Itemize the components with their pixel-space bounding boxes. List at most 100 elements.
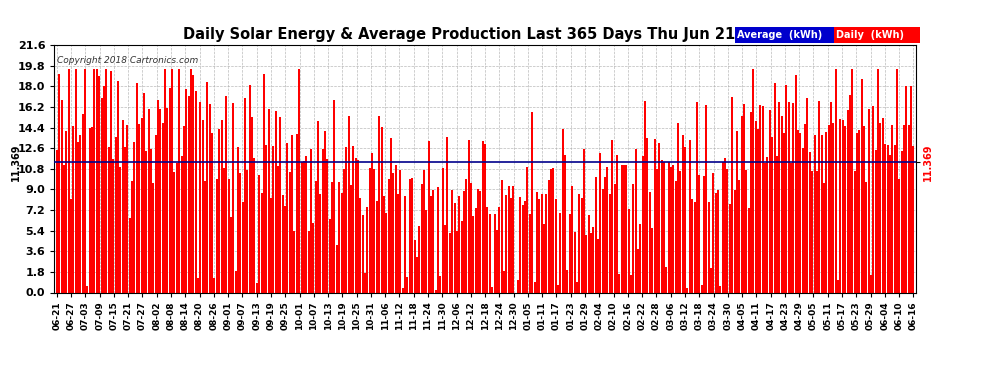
Bar (214, 278, 216, 292)
Bar (364, 273, 366, 292)
Bar (788, 102, 790, 292)
Bar (115, 137, 117, 292)
Bar (131, 181, 133, 292)
Bar (846, 110, 848, 292)
Bar (467, 140, 469, 292)
Bar (757, 129, 759, 292)
Bar (134, 142, 136, 292)
Bar (149, 149, 151, 292)
Bar (260, 193, 262, 292)
Bar (557, 285, 559, 292)
Text: Daily  (kWh): Daily (kWh) (836, 30, 904, 40)
Bar (656, 168, 658, 292)
Bar (195, 91, 197, 292)
Bar (486, 207, 488, 292)
Bar (460, 220, 462, 292)
Bar (667, 162, 669, 292)
Bar (573, 231, 575, 292)
Bar (550, 169, 552, 292)
Bar (785, 85, 787, 292)
Bar (79, 135, 81, 292)
Bar (430, 196, 432, 292)
Bar (898, 179, 900, 292)
Bar (423, 170, 425, 292)
Bar (571, 186, 573, 292)
Bar (590, 232, 592, 292)
Bar (783, 133, 785, 292)
Bar (357, 160, 359, 292)
Bar (877, 69, 879, 292)
Bar (663, 162, 665, 292)
Bar (686, 288, 688, 292)
Bar (159, 110, 161, 292)
Bar (508, 186, 510, 292)
Bar (187, 96, 190, 292)
Bar (566, 270, 568, 292)
Bar (539, 199, 541, 292)
Bar (623, 165, 625, 292)
Bar (665, 267, 667, 292)
Bar (599, 153, 601, 292)
Bar (614, 184, 616, 292)
Bar (322, 149, 324, 292)
Bar (701, 285, 703, 292)
Bar (157, 100, 159, 292)
Bar (503, 272, 505, 292)
Bar (166, 108, 168, 292)
Bar (580, 198, 582, 292)
Bar (616, 155, 618, 292)
Bar (807, 98, 809, 292)
Bar (347, 116, 349, 292)
Bar (830, 102, 832, 292)
Bar (265, 145, 267, 292)
Bar (905, 86, 908, 292)
Bar (609, 194, 611, 292)
Bar (790, 163, 792, 292)
Bar (369, 168, 371, 292)
Bar (710, 268, 712, 292)
Bar (524, 201, 526, 292)
Bar (750, 112, 752, 292)
Bar (458, 196, 460, 292)
Bar (183, 126, 185, 292)
Bar (745, 171, 747, 292)
Bar (352, 146, 354, 292)
Bar (559, 213, 561, 292)
Bar (835, 69, 837, 292)
Bar (349, 185, 352, 292)
Bar (795, 75, 797, 292)
Bar (455, 231, 457, 292)
Bar (585, 235, 587, 292)
Bar (498, 207, 500, 292)
Bar (576, 282, 578, 292)
Bar (152, 183, 154, 292)
Bar (245, 99, 247, 292)
Bar (317, 121, 319, 292)
Bar (646, 138, 648, 292)
Bar (910, 86, 912, 292)
Bar (82, 114, 84, 292)
Bar (823, 183, 825, 292)
Bar (91, 128, 93, 292)
Bar (734, 190, 736, 292)
Bar (766, 156, 768, 292)
Bar (532, 112, 534, 292)
Bar (821, 135, 823, 292)
Bar (221, 120, 223, 292)
Bar (277, 166, 279, 292)
Bar (545, 194, 547, 292)
Bar (621, 165, 623, 292)
Bar (648, 192, 650, 292)
Bar (404, 196, 406, 292)
Bar (465, 179, 467, 292)
Bar (729, 204, 731, 292)
Bar (235, 271, 237, 292)
Text: Average  (kWh): Average (kWh) (737, 30, 822, 40)
Bar (776, 156, 778, 292)
Bar (870, 274, 872, 292)
Bar (816, 171, 818, 292)
Bar (421, 184, 423, 292)
Bar (267, 110, 269, 292)
Bar (202, 120, 204, 292)
Bar (682, 135, 684, 292)
